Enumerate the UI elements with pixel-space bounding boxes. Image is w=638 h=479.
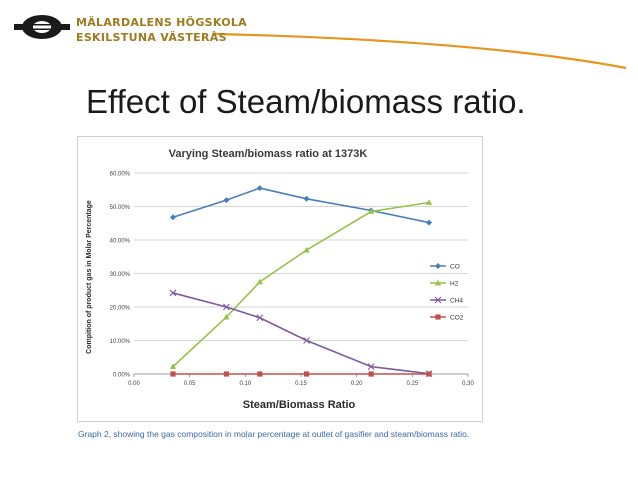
- data-point-co2: [368, 371, 374, 377]
- series-line-ch4: [172, 292, 430, 375]
- y-tick-label: 50.00%: [110, 205, 131, 211]
- x-tick-label: 0.10: [239, 381, 251, 387]
- chart-container: Varying Steam/biomass ratio at 1373K 0.0…: [77, 136, 483, 422]
- data-point-h2: [425, 199, 433, 205]
- data-point-h2: [303, 246, 310, 253]
- y-tick-label: 20.00%: [110, 306, 131, 312]
- university-name-line1: MÄLARDALENS HÖGSKOLA: [76, 16, 247, 29]
- data-point-co: [256, 185, 263, 192]
- series-line-h2: [172, 201, 430, 368]
- legend-label-h2: H2: [450, 281, 459, 288]
- series-line-co: [172, 187, 430, 224]
- university-name-line2: ESKILSTUNA VÄSTERÅS: [76, 31, 227, 44]
- y-tick-label: 10.00%: [110, 339, 131, 345]
- data-point-co: [426, 219, 433, 226]
- x-tick-label: 0.30: [462, 381, 474, 387]
- data-point-co2: [303, 371, 310, 377]
- y-tick-label: 0.00%: [113, 373, 131, 379]
- legend-label-co2: CO2: [450, 315, 464, 322]
- data-point-ch4: [303, 337, 310, 344]
- data-point-co: [223, 197, 230, 204]
- data-point-h2: [223, 313, 230, 320]
- legend-label-co: CO: [450, 264, 460, 271]
- data-point-ch4: [367, 363, 375, 371]
- x-tick-label: 0.05: [184, 381, 196, 387]
- data-point-ch4: [223, 303, 230, 311]
- line-chart: Varying Steam/biomass ratio at 1373K 0.0…: [86, 148, 474, 411]
- x-tick-label: 0.20: [351, 381, 363, 387]
- legend-marker-ch4: [434, 296, 442, 304]
- legend-marker-co2: [435, 314, 441, 320]
- legend-marker-h2: [434, 279, 442, 286]
- x-tick-label: 0.15: [295, 381, 307, 387]
- data-point-h2: [367, 208, 375, 214]
- data-point-ch4: [169, 289, 177, 297]
- data-point-h2: [256, 278, 264, 285]
- y-tick-label: 40.00%: [110, 239, 131, 245]
- data-point-h2: [169, 363, 177, 370]
- university-logo-icon: [14, 15, 70, 39]
- data-point-co: [303, 195, 310, 202]
- figure-caption: Graph 2, showing the gas composition in …: [78, 429, 470, 439]
- x-tick-label: 0.25: [406, 381, 418, 387]
- x-tick-label: 0.00: [128, 381, 140, 387]
- legend-label-ch4: CH4: [450, 298, 463, 305]
- data-point-co2: [170, 371, 176, 377]
- header-swoosh: [214, 32, 627, 70]
- y-axis-label: Compition of product gas in Molar Percen…: [86, 200, 93, 354]
- x-axis-label: Steam/Biomass Ratio: [243, 399, 356, 411]
- chart-title: Varying Steam/biomass ratio at 1373K: [169, 148, 368, 160]
- legend-marker-co: [435, 263, 441, 269]
- data-point-ch4: [256, 314, 264, 322]
- data-point-co2: [223, 371, 230, 377]
- data-point-co2: [426, 371, 432, 377]
- data-point-co: [169, 214, 176, 221]
- data-point-co2: [257, 371, 263, 377]
- y-tick-label: 30.00%: [110, 272, 131, 278]
- slide-title: Effect of Steam/biomass ratio.: [86, 83, 526, 120]
- y-tick-label: 60.00%: [110, 172, 131, 178]
